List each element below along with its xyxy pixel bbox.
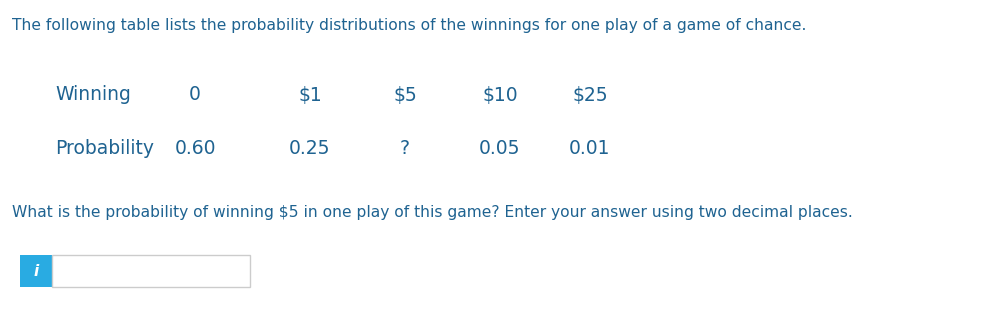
Text: The following table lists the probability distributions of the winnings for one : The following table lists the probabilit… xyxy=(12,18,806,33)
Text: Winning: Winning xyxy=(55,85,131,105)
Bar xyxy=(52,255,250,287)
Text: $5: $5 xyxy=(394,85,417,105)
Text: $10: $10 xyxy=(483,85,517,105)
Text: 0.60: 0.60 xyxy=(174,138,216,157)
Text: 0: 0 xyxy=(189,85,201,105)
Text: What is the probability of winning $5 in one play of this game? Enter your answe: What is the probability of winning $5 in… xyxy=(12,205,853,220)
Bar xyxy=(20,255,52,287)
Text: 0.01: 0.01 xyxy=(569,138,610,157)
Text: 0.25: 0.25 xyxy=(290,138,331,157)
Text: $1: $1 xyxy=(298,85,322,105)
Text: ?: ? xyxy=(400,138,410,157)
Text: i: i xyxy=(33,264,39,279)
Text: 0.05: 0.05 xyxy=(480,138,520,157)
Text: $25: $25 xyxy=(572,85,607,105)
Text: Probability: Probability xyxy=(55,138,154,157)
